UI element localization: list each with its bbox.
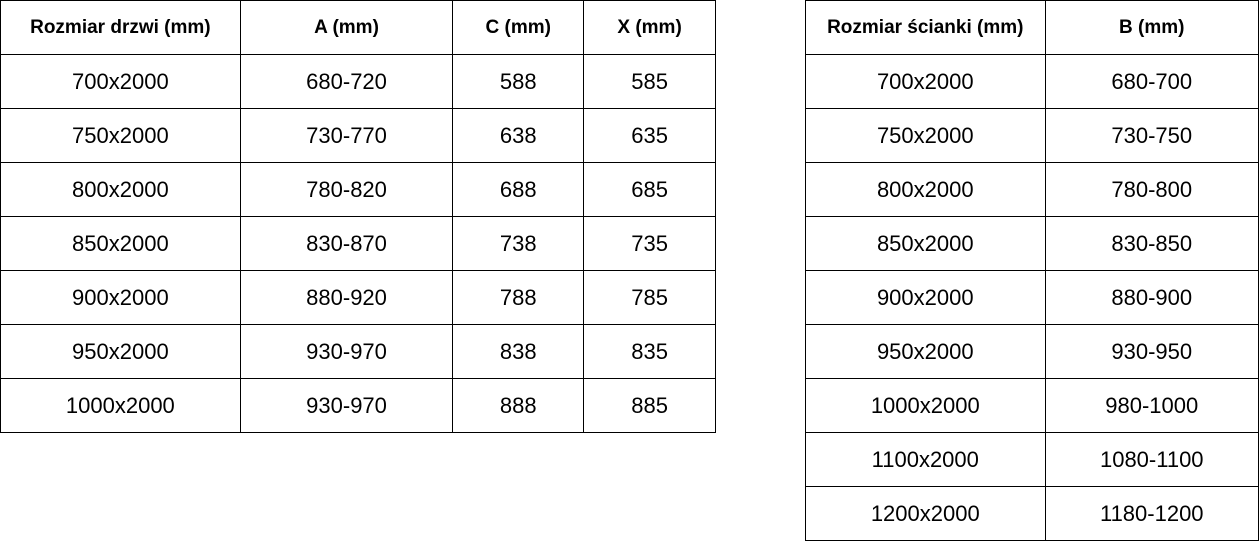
table-cell: 950x2000 [805, 324, 1046, 379]
table-row: 750x2000 730-750 [805, 108, 1259, 163]
table-cell: 880-900 [1044, 270, 1259, 325]
table-cell: 830-870 [239, 216, 454, 271]
table-cell: 638 [452, 108, 585, 163]
table-cell: 1000x2000 [805, 378, 1046, 433]
table-cell: 780-820 [239, 162, 454, 217]
table-cell: 888 [452, 378, 585, 433]
table-cell: 700x2000 [0, 54, 241, 109]
table-cell: 750x2000 [805, 108, 1046, 163]
table-cell: 688 [452, 162, 585, 217]
table-cell: 930-970 [239, 324, 454, 379]
table-row: 1000x2000 980-1000 [805, 378, 1259, 433]
table-cell: 588 [452, 54, 585, 109]
wall-size-table: Rozmiar ścianki (mm) B (mm) 700x2000 680-7… [805, 0, 1259, 541]
table-row: 700x2000 680-720 588 585 [0, 54, 716, 109]
table-row: 950x2000 930-970 838 835 [0, 324, 716, 379]
table-row: 1200x2000 1180-1200 [805, 486, 1259, 541]
table-row: 850x2000 830-870 738 735 [0, 216, 716, 271]
table-cell: 838 [452, 324, 585, 379]
column-header: B (mm) [1044, 0, 1259, 55]
column-header: Rozmiar drzwi (mm) [0, 0, 241, 55]
table-cell: 1200x2000 [805, 486, 1046, 541]
table-cell: 730-770 [239, 108, 454, 163]
column-header: C (mm) [452, 0, 585, 55]
table-row: 900x2000 880-900 [805, 270, 1259, 325]
table-cell: 738 [452, 216, 585, 271]
table-cell: 788 [452, 270, 585, 325]
table-cell: 880-920 [239, 270, 454, 325]
table-cell: 930-950 [1044, 324, 1259, 379]
table-cell: 800x2000 [805, 162, 1046, 217]
header-row: Rozmiar ścianki (mm) B (mm) [805, 0, 1259, 55]
table-row: 700x2000 680-700 [805, 54, 1259, 109]
table-cell: 730-750 [1044, 108, 1259, 163]
table-cell: 835 [583, 324, 716, 379]
door-size-table: Rozmiar drzwi (mm) A (mm) C (mm) X (mm) 700… [0, 0, 716, 433]
table-cell: 585 [583, 54, 716, 109]
table-cell: 735 [583, 216, 716, 271]
table-cell: 680-700 [1044, 54, 1259, 109]
table-cell: 750x2000 [0, 108, 241, 163]
table-cell: 900x2000 [805, 270, 1046, 325]
table-cell: 1180-1200 [1044, 486, 1259, 541]
table-cell: 685 [583, 162, 716, 217]
column-header: X (mm) [583, 0, 716, 55]
table-cell: 1080-1100 [1044, 432, 1259, 487]
header-row: Rozmiar drzwi (mm) A (mm) C (mm) X (mm) [0, 0, 716, 55]
table-cell: 635 [583, 108, 716, 163]
table-cell: 800x2000 [0, 162, 241, 217]
column-header: Rozmiar ścianki (mm) [805, 0, 1046, 55]
table-cell: 980-1000 [1044, 378, 1259, 433]
table-row: 900x2000 880-920 788 785 [0, 270, 716, 325]
table-row: 800x2000 780-800 [805, 162, 1259, 217]
table-row: 950x2000 930-950 [805, 324, 1259, 379]
table-cell: 885 [583, 378, 716, 433]
table-cell: 785 [583, 270, 716, 325]
table-cell: 1100x2000 [805, 432, 1046, 487]
table-row: 1000x2000 930-970 888 885 [0, 378, 716, 433]
table-cell: 830-850 [1044, 216, 1259, 271]
table-cell: 680-720 [239, 54, 454, 109]
table-cell: 850x2000 [0, 216, 241, 271]
table-cell: 850x2000 [805, 216, 1046, 271]
table-cell: 700x2000 [805, 54, 1046, 109]
table-cell: 900x2000 [0, 270, 241, 325]
table-cell: 1000x2000 [0, 378, 241, 433]
column-header: A (mm) [239, 0, 454, 55]
table-row: 850x2000 830-850 [805, 216, 1259, 271]
table-row: 800x2000 780-820 688 685 [0, 162, 716, 217]
table-row: 750x2000 730-770 638 635 [0, 108, 716, 163]
table-cell: 930-970 [239, 378, 454, 433]
table-row: 1100x2000 1080-1100 [805, 432, 1259, 487]
table-cell: 780-800 [1044, 162, 1259, 217]
table-cell: 950x2000 [0, 324, 241, 379]
